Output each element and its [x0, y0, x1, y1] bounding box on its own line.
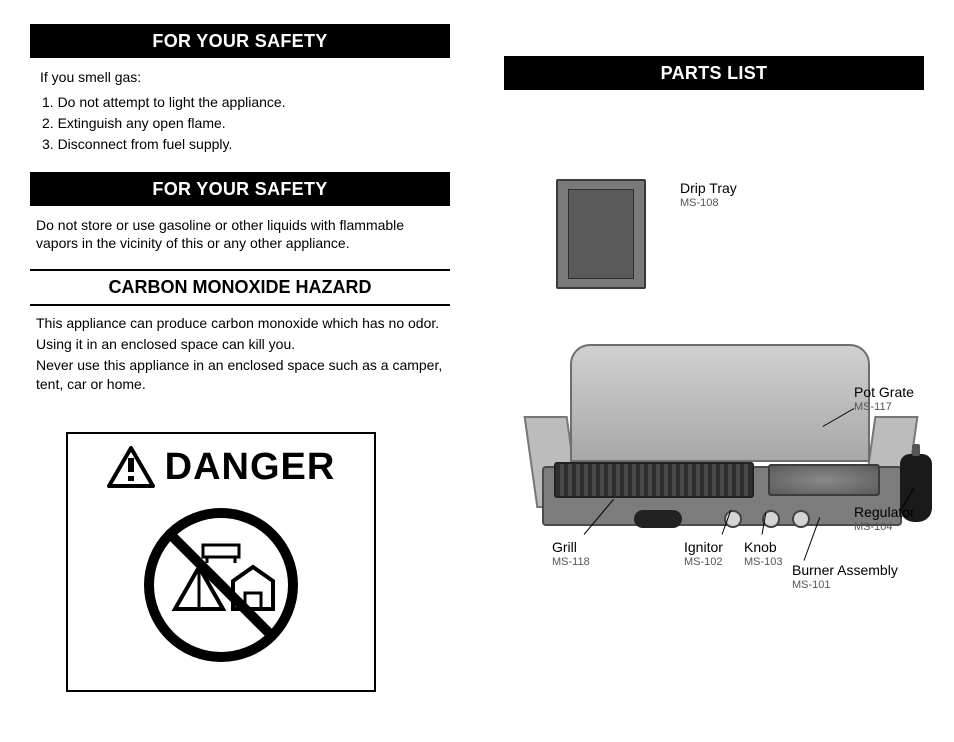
stove-lid [570, 344, 870, 462]
part-code: MS-118 [552, 556, 590, 569]
stove-pot-grate [768, 464, 880, 496]
part-code: MS-104 [854, 521, 915, 534]
ignitor-label: Ignitor MS-102 [684, 539, 723, 568]
part-code: MS-117 [854, 401, 914, 414]
stove-grill [554, 462, 754, 498]
knob-label: Knob MS-103 [744, 539, 783, 568]
safety-heading-2: FOR YOUR SAFETY [30, 172, 450, 206]
part-code: MS-108 [680, 197, 737, 210]
list-item: 2. Extinguish any open flame. [42, 114, 444, 133]
part-label: Knob [744, 539, 777, 555]
smell-gas-list: 1. Do not attempt to light the appliance… [42, 93, 444, 154]
drip-tray-image [556, 179, 646, 289]
danger-panel: DANGER [66, 432, 376, 692]
pot-grate-label: Pot Grate MS-117 [854, 384, 914, 413]
drip-tray-label: Drip Tray MS-108 [680, 180, 737, 209]
danger-word: DANGER [165, 446, 336, 489]
stove-knob [792, 510, 810, 528]
co-hazard-line: This appliance can produce carbon monoxi… [36, 314, 444, 333]
part-label: Grill [552, 539, 577, 555]
part-label: Regulator [854, 504, 915, 520]
stove-logo-badge [634, 510, 682, 528]
part-code: MS-101 [792, 579, 898, 592]
part-label: Drip Tray [680, 180, 737, 196]
part-label: Ignitor [684, 539, 723, 555]
list-item: 1. Do not attempt to light the appliance… [42, 93, 444, 112]
co-hazard-heading: CARBON MONOXIDE HAZARD [30, 271, 450, 304]
co-hazard-line: Never use this appliance in an enclosed … [36, 356, 444, 394]
warning-triangle-icon [107, 446, 155, 488]
smell-gas-intro: If you smell gas: [40, 68, 444, 87]
list-item: 3. Disconnect from fuel supply. [42, 135, 444, 154]
safety-heading-1: FOR YOUR SAFETY [30, 24, 450, 58]
safety-body-2: Do not store or use gasoline or other li… [30, 206, 450, 270]
part-label: Pot Grate [854, 384, 914, 400]
part-code: MS-102 [684, 556, 723, 569]
part-code: MS-103 [744, 556, 783, 569]
safety-body-1: If you smell gas: 1. Do not attempt to l… [30, 58, 450, 172]
part-label: Burner Assembly [792, 562, 898, 578]
parts-list-heading: PARTS LIST [504, 56, 924, 90]
co-hazard-line: Using it in an enclosed space can kill y… [36, 335, 444, 354]
no-indoor-use-icon [141, 505, 301, 665]
grill-label: Grill MS-118 [552, 539, 590, 568]
co-hazard-body: This appliance can produce carbon monoxi… [30, 306, 450, 410]
regulator-label: Regulator MS-104 [854, 504, 915, 533]
burner-assembly-label: Burner Assembly MS-101 [792, 562, 898, 591]
drip-tray-figure [556, 179, 646, 289]
